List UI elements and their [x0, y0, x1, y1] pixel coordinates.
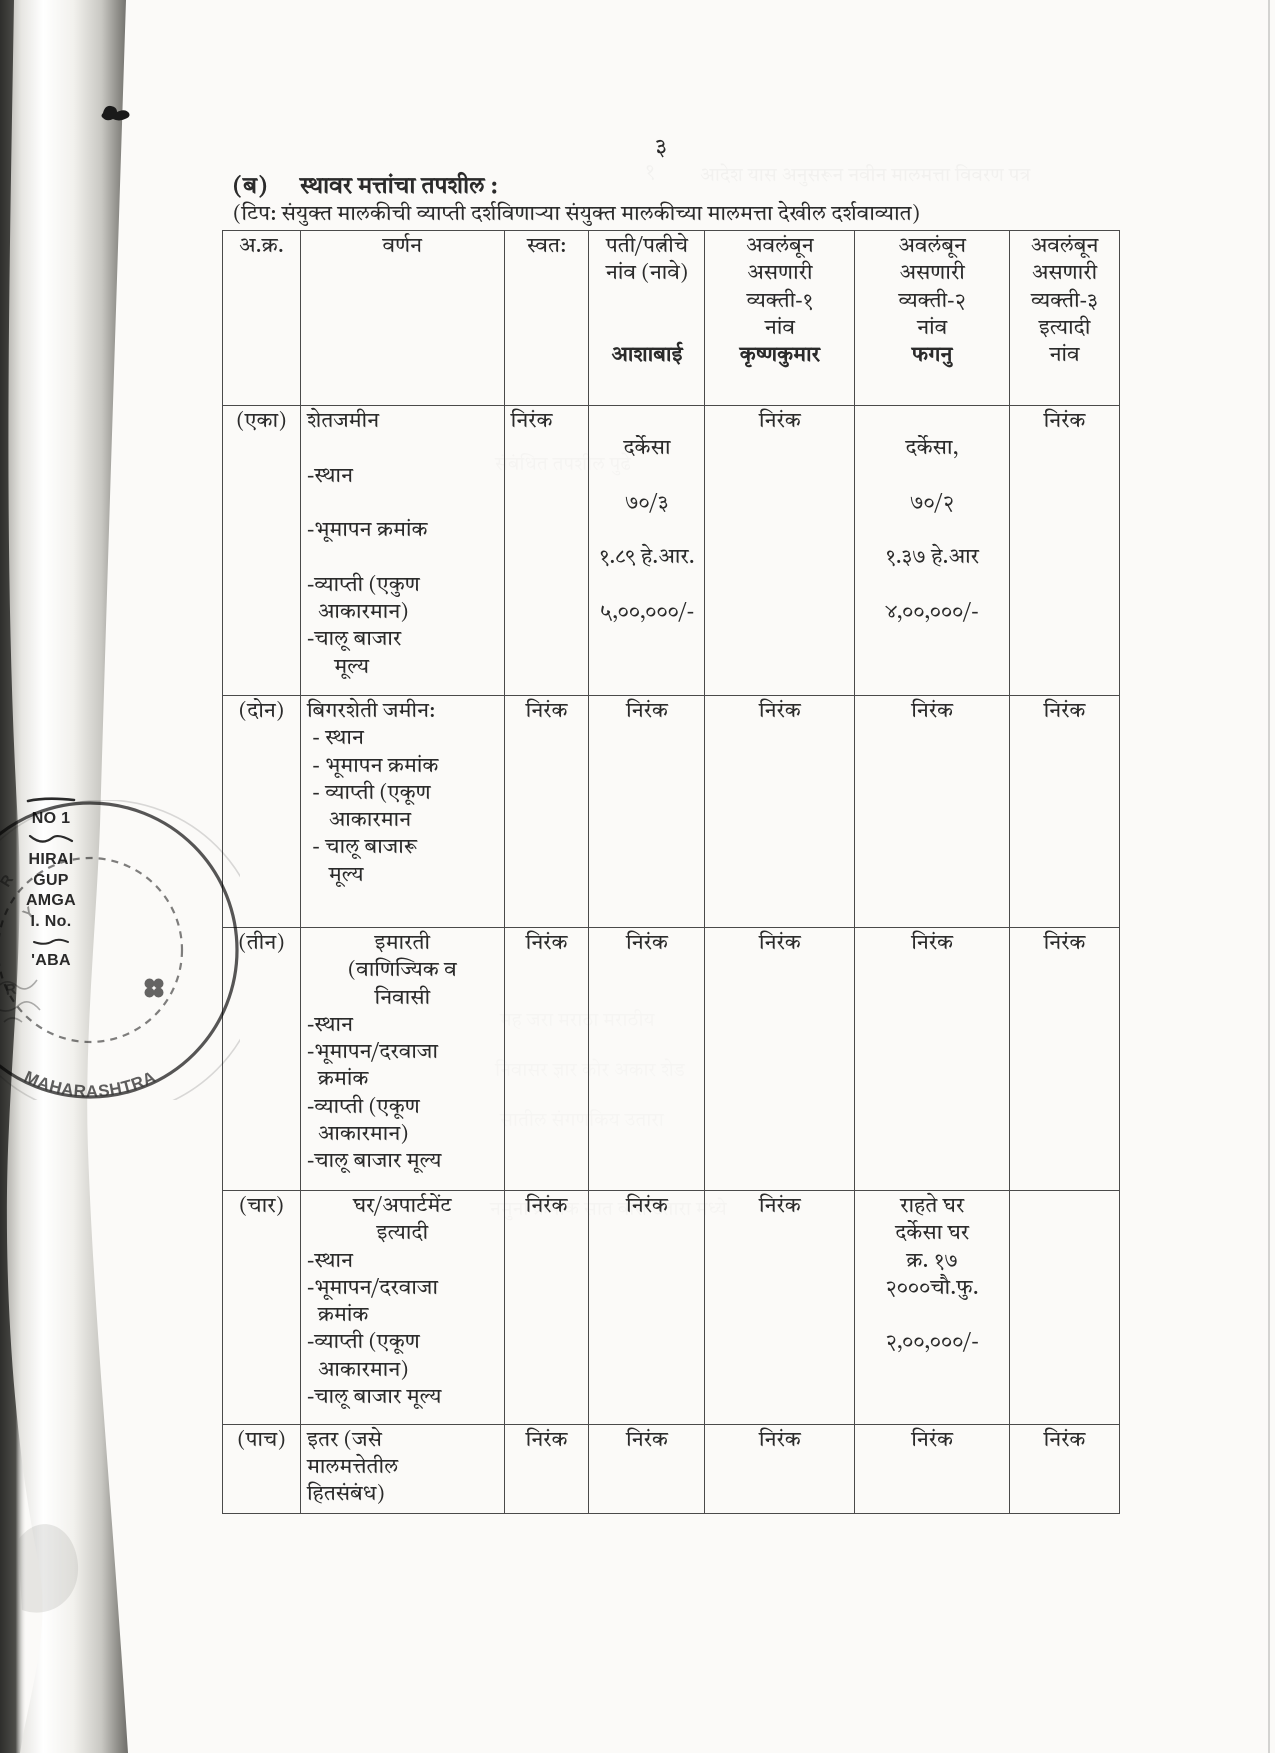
svg-text:Y: Y [20, 904, 39, 923]
svg-text:MAHARASHTRA: MAHARASHTRA [21, 1067, 159, 1100]
svg-text:R: R [4, 981, 17, 999]
svg-text:R: R [0, 872, 17, 890]
